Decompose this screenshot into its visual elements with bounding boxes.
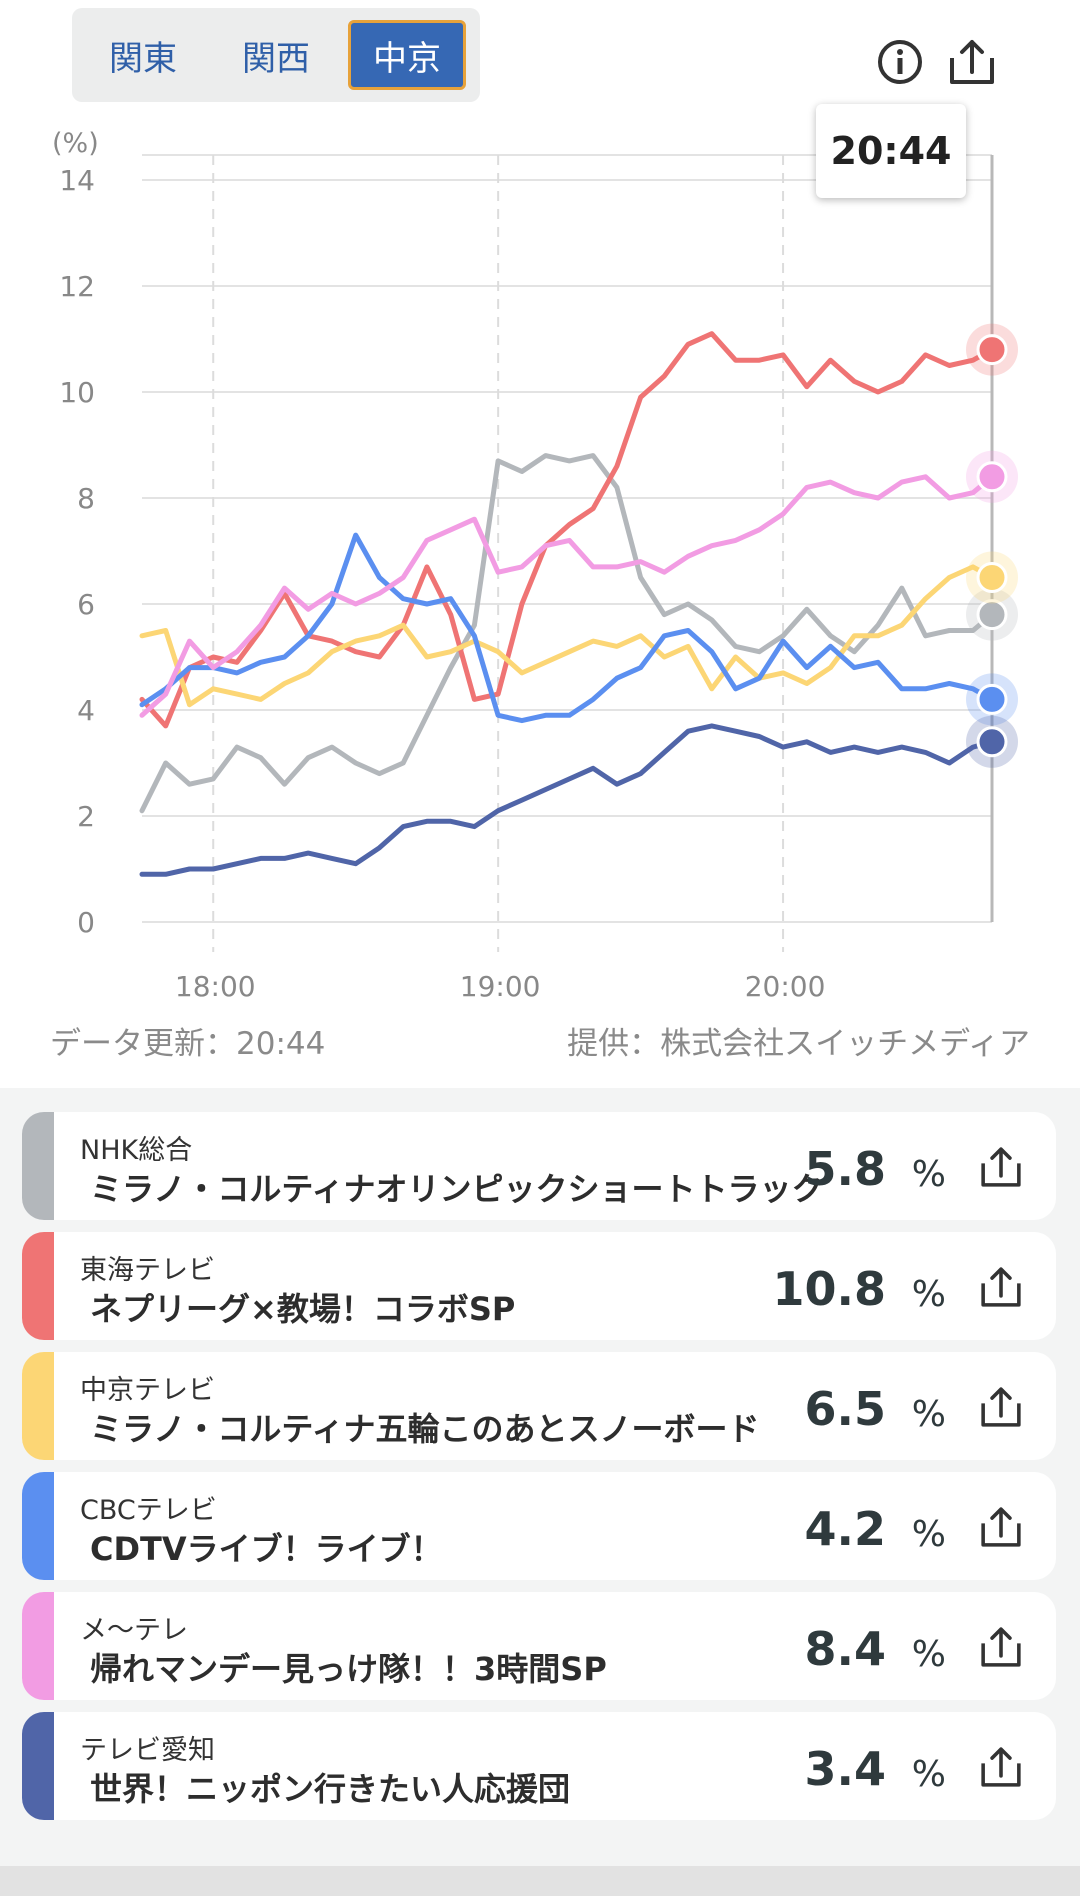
series-marker-0 [976,599,1008,631]
y-tick-label: 4 [77,694,95,727]
share-icon[interactable] [976,1262,1026,1312]
share-icon[interactable] [976,1142,1026,1192]
share-icon[interactable] [976,1622,1026,1672]
channel-color-strip [22,1352,54,1460]
series-line-2 [139,564,995,708]
program-title: CDTVライブ！ライブ！ [90,1530,443,1568]
region-tab-bar: 関東 関西 中京 [72,8,480,102]
channel-name: 東海テレビ [80,1255,215,1286]
y-axis-label: (%) [52,128,99,159]
channel-name: テレビ愛知 [80,1735,215,1766]
series-marker-1 [976,334,1008,366]
series-line-1 [139,331,995,729]
rating-row-meetele[interactable]: メ〜テレ 帰れマンデー見っけ隊！！3時間SP 8.4 % [22,1592,1056,1700]
rating-unit: % [911,1634,946,1675]
rating-unit: % [911,1754,946,1795]
series-line-5 [139,723,995,877]
program-title: 世界！ニッポン行きたい人応援団 [90,1770,571,1808]
series-marker-5 [976,726,1008,758]
program-title: 帰れマンデー見っけ隊！！3時間SP [90,1650,607,1688]
x-tick-label: 19:00 [460,970,541,1003]
ratings-list: NHK総合 ミラノ・コルティナオリンピックショートトラック 5.8 % 東海テレ… [0,1088,1080,1866]
series-line-0 [139,453,995,814]
rating-row-nhk[interactable]: NHK総合 ミラノ・コルティナオリンピックショートトラック 5.8 % [22,1112,1056,1220]
series-line-3 [139,532,995,724]
y-tick-label: 10 [59,376,95,409]
share-icon[interactable] [944,34,1000,90]
share-icon[interactable] [976,1742,1026,1792]
series-marker-4 [976,461,1008,493]
channel-color-strip [22,1232,54,1340]
share-icon[interactable] [976,1382,1026,1432]
rating-value: 4.2 [804,1502,887,1556]
channel-color-strip [22,1592,54,1700]
program-title: ミラノ・コルティナ五輪このあとスノーボード [90,1410,760,1448]
rating-unit: % [911,1514,946,1555]
series-marker-2 [976,562,1008,593]
rating-unit: % [911,1154,946,1195]
rating-value: 3.4 [804,1742,887,1796]
rating-row-chukyo[interactable]: 中京テレビ ミラノ・コルティナ五輪このあとスノーボード 6.5 % [22,1352,1056,1460]
tab-chukyo[interactable]: 中京 [348,20,466,90]
update-time-label: データ更新：20:44 [50,1026,326,1062]
rating-unit: % [911,1394,946,1435]
rating-value: 10.8 [772,1262,887,1316]
rating-value: 5.8 [804,1142,887,1196]
series-marker-3 [976,683,1008,715]
info-icon[interactable] [872,34,928,90]
rating-value: 6.5 [804,1382,887,1436]
channel-color-strip [22,1112,54,1220]
program-title: ネプリーグ×教場！コラボSP [90,1290,516,1328]
tab-kanto[interactable]: 関東 [109,38,177,79]
share-icon[interactable] [976,1502,1026,1552]
rating-row-cbc[interactable]: CBCテレビ CDTVライブ！ライブ！ 4.2 % [22,1472,1056,1580]
channel-color-strip [22,1712,54,1820]
x-tick-label: 20:00 [745,970,826,1003]
tab-kansai[interactable]: 関西 [242,38,310,79]
y-tick-label: 6 [77,588,95,621]
program-title: ミラノ・コルティナオリンピックショートトラック [90,1170,824,1208]
rating-row-tv-aichi[interactable]: テレビ愛知 世界！ニッポン行きたい人応援団 3.4 % [22,1712,1056,1820]
y-tick-label: 14 [59,164,95,197]
y-tick-label: 2 [77,800,95,833]
channel-name: 中京テレビ [80,1375,215,1406]
y-tick-label: 12 [59,270,95,303]
y-tick-label: 8 [77,482,95,515]
y-tick-label: 0 [77,906,95,939]
bottom-bar [0,1866,1080,1896]
channel-name: NHK総合 [80,1135,193,1166]
ratings-line-chart: 0 2 4 6 8 10 12 14 (%) 18:00 19:00 20:00 [52,128,1018,1003]
rating-value: 8.4 [804,1622,887,1676]
series-line-4 [139,474,995,718]
channel-color-strip [22,1472,54,1580]
time-tooltip: 20:44 [816,104,966,198]
channel-name: メ〜テレ [80,1615,188,1646]
data-source-label: 提供：株式会社スイッチメディア [567,1026,1030,1062]
rating-unit: % [911,1274,946,1315]
channel-name: CBCテレビ [80,1495,217,1526]
x-tick-label: 18:00 [175,970,256,1003]
rating-row-tokai[interactable]: 東海テレビ ネプリーグ×教場！コラボSP 10.8 % [22,1232,1056,1340]
